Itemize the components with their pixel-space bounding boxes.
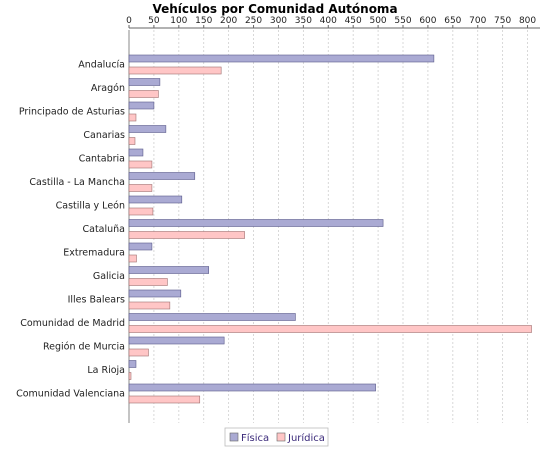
bar-juridica xyxy=(128,66,222,75)
category-labels: Andalucía Aragón Principado de Asturias Can… xyxy=(16,60,125,400)
legend: Física Jurídica xyxy=(224,427,329,447)
x-tick-label: 0 xyxy=(126,16,132,26)
x-tick-label: 600 xyxy=(419,16,436,26)
category-label: Andalucía xyxy=(78,60,125,71)
bar-fisica xyxy=(128,172,196,180)
bar-juridica xyxy=(128,254,137,263)
bar-fisica xyxy=(128,266,210,274)
bar-juridica xyxy=(128,90,159,98)
category-label: Cataluña xyxy=(82,224,125,235)
bar-fisica xyxy=(128,54,435,63)
bar-juridica xyxy=(128,184,153,192)
x-tick-label: 450 xyxy=(345,16,362,26)
bar-juridica xyxy=(128,113,137,122)
legend-label: Jurídica xyxy=(287,432,325,444)
bars xyxy=(128,54,532,404)
x-tick-label: 300 xyxy=(270,16,287,26)
x-tick-label: 350 xyxy=(295,16,312,26)
category-label: Castilla y León xyxy=(56,201,125,212)
bar-fisica xyxy=(128,313,296,321)
legend-box xyxy=(224,427,329,447)
x-tick-label: 400 xyxy=(320,16,337,26)
category-label: Illes Balears xyxy=(68,295,125,306)
bar-juridica xyxy=(128,301,171,310)
bar-fisica xyxy=(128,219,384,227)
x-tick-label: 800 xyxy=(519,16,536,26)
x-tick-label: 150 xyxy=(195,16,212,26)
category-label: Castilla - La Mancha xyxy=(29,177,125,188)
bar-juridica xyxy=(128,395,201,404)
category-label: Cantabria xyxy=(79,154,125,165)
bar-juridica xyxy=(128,207,154,216)
category-label: Principado de Asturias xyxy=(19,107,125,118)
x-tick-label: 250 xyxy=(245,16,262,26)
category-label: Región de Murcia xyxy=(43,342,125,353)
bar-juridica xyxy=(128,372,132,380)
x-tick-label: 100 xyxy=(170,16,187,26)
legend-label: Física xyxy=(241,432,269,444)
bar-fisica xyxy=(128,289,182,298)
bar-juridica xyxy=(128,348,149,357)
x-tick-label: 200 xyxy=(220,16,237,26)
bar-fisica xyxy=(128,195,183,204)
x-tick-label: 700 xyxy=(469,16,486,26)
category-label: Extremadura xyxy=(63,248,125,259)
x-tick-label: 750 xyxy=(494,16,511,26)
category-label: Galicia xyxy=(93,271,125,282)
bar-fisica xyxy=(128,101,155,110)
category-label: Canarias xyxy=(83,130,125,141)
bar-fisica xyxy=(128,148,144,157)
bar-juridica xyxy=(128,231,245,239)
bar-fisica xyxy=(128,78,161,86)
category-label: La Rioja xyxy=(87,365,125,376)
bar-fisica xyxy=(128,125,167,133)
bar-fisica xyxy=(128,336,225,345)
category-label: Comunidad Valenciana xyxy=(16,389,125,400)
legend-swatch xyxy=(276,432,286,442)
chart-title: Vehículos por Comunidad Autónoma xyxy=(152,2,397,16)
bar-juridica xyxy=(128,278,168,286)
legend-swatch xyxy=(229,432,239,442)
x-tick-label: 50 xyxy=(148,16,160,26)
category-label: Aragón xyxy=(91,83,125,94)
bar-juridica xyxy=(128,137,136,145)
bar-fisica xyxy=(128,383,376,392)
bar-juridica xyxy=(128,325,532,333)
bar-fisica xyxy=(128,360,137,368)
category-label: Comunidad de Madrid xyxy=(20,318,125,329)
x-tick-label: 550 xyxy=(394,16,411,26)
x-tick-label: 500 xyxy=(369,16,386,26)
bar-fisica xyxy=(128,242,153,251)
bar-juridica xyxy=(128,160,153,169)
x-tick-label: 650 xyxy=(444,16,461,26)
